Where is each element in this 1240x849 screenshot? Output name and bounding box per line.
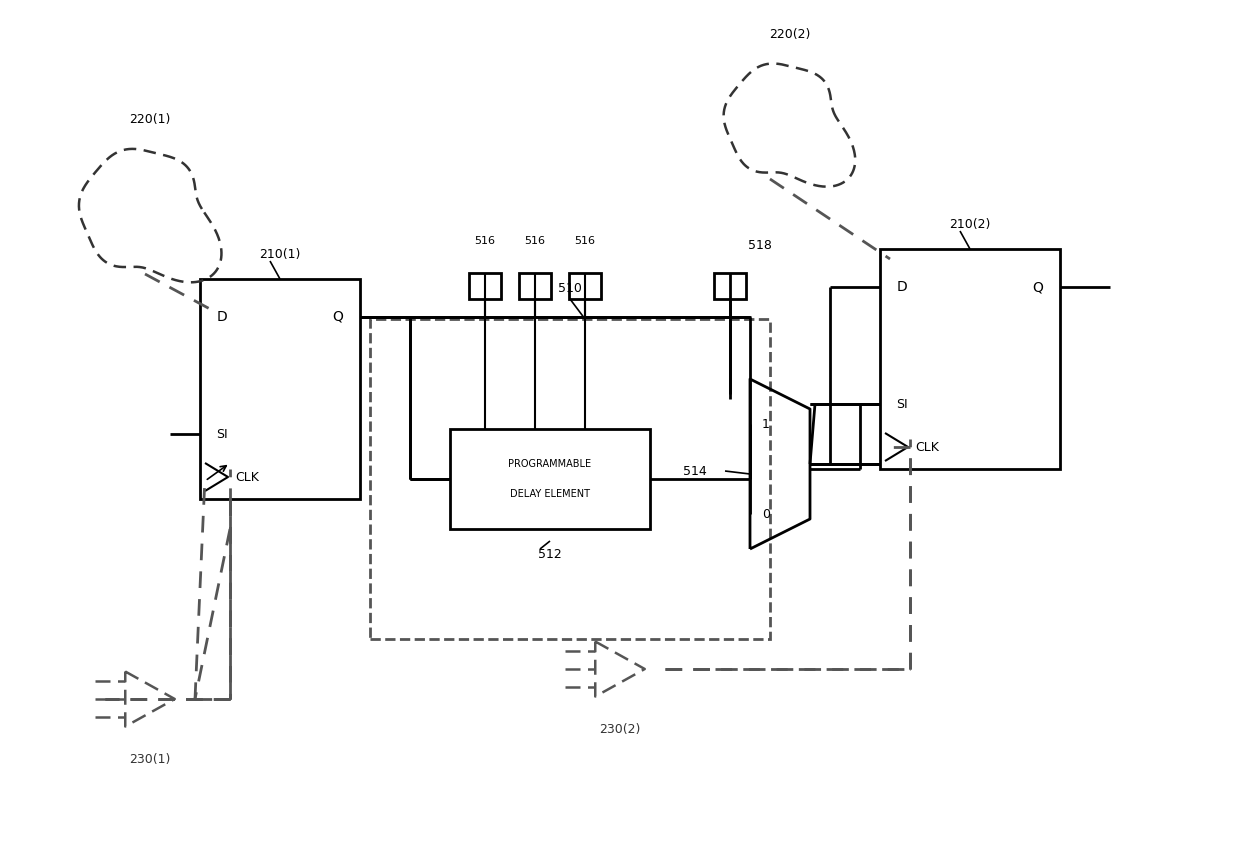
Bar (714, 273, 746, 299)
Text: 516: 516 (525, 236, 546, 246)
Text: Q: Q (332, 310, 343, 324)
Text: 514: 514 (683, 464, 707, 477)
Text: 210(1): 210(1) (259, 248, 300, 261)
Text: 1: 1 (763, 418, 770, 430)
Text: CLK: CLK (236, 470, 259, 483)
Text: CLK: CLK (915, 441, 939, 453)
Text: 516: 516 (475, 236, 496, 246)
Text: SI: SI (216, 428, 228, 441)
Bar (370, 319, 770, 639)
Text: 230(1): 230(1) (129, 752, 171, 766)
Text: PROGRAMMABLE: PROGRAMMABLE (508, 459, 591, 469)
Text: Q: Q (1033, 280, 1043, 294)
Text: DELAY ELEMENT: DELAY ELEMENT (510, 489, 590, 499)
Bar (200, 279, 360, 499)
Text: 220(1): 220(1) (129, 113, 171, 126)
Bar (520, 273, 551, 299)
Text: 516: 516 (574, 236, 595, 246)
Text: 0: 0 (763, 508, 770, 520)
Text: D: D (217, 310, 227, 324)
Text: D: D (897, 280, 908, 294)
Text: 230(2): 230(2) (599, 722, 641, 735)
Bar (450, 429, 650, 529)
Bar (469, 273, 501, 299)
Text: 518: 518 (748, 239, 773, 252)
Text: SI: SI (897, 397, 908, 411)
Bar (569, 273, 601, 299)
Text: 220(2): 220(2) (769, 27, 811, 41)
Text: 510: 510 (558, 283, 582, 295)
Text: 512: 512 (538, 548, 562, 560)
Text: 210(2): 210(2) (950, 217, 991, 230)
Bar (880, 249, 1060, 469)
